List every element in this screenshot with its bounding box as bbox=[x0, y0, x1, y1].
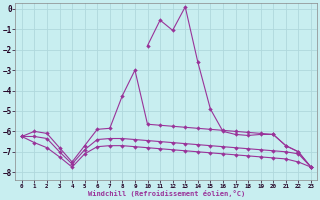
X-axis label: Windchill (Refroidissement éolien,°C): Windchill (Refroidissement éolien,°C) bbox=[88, 190, 245, 197]
